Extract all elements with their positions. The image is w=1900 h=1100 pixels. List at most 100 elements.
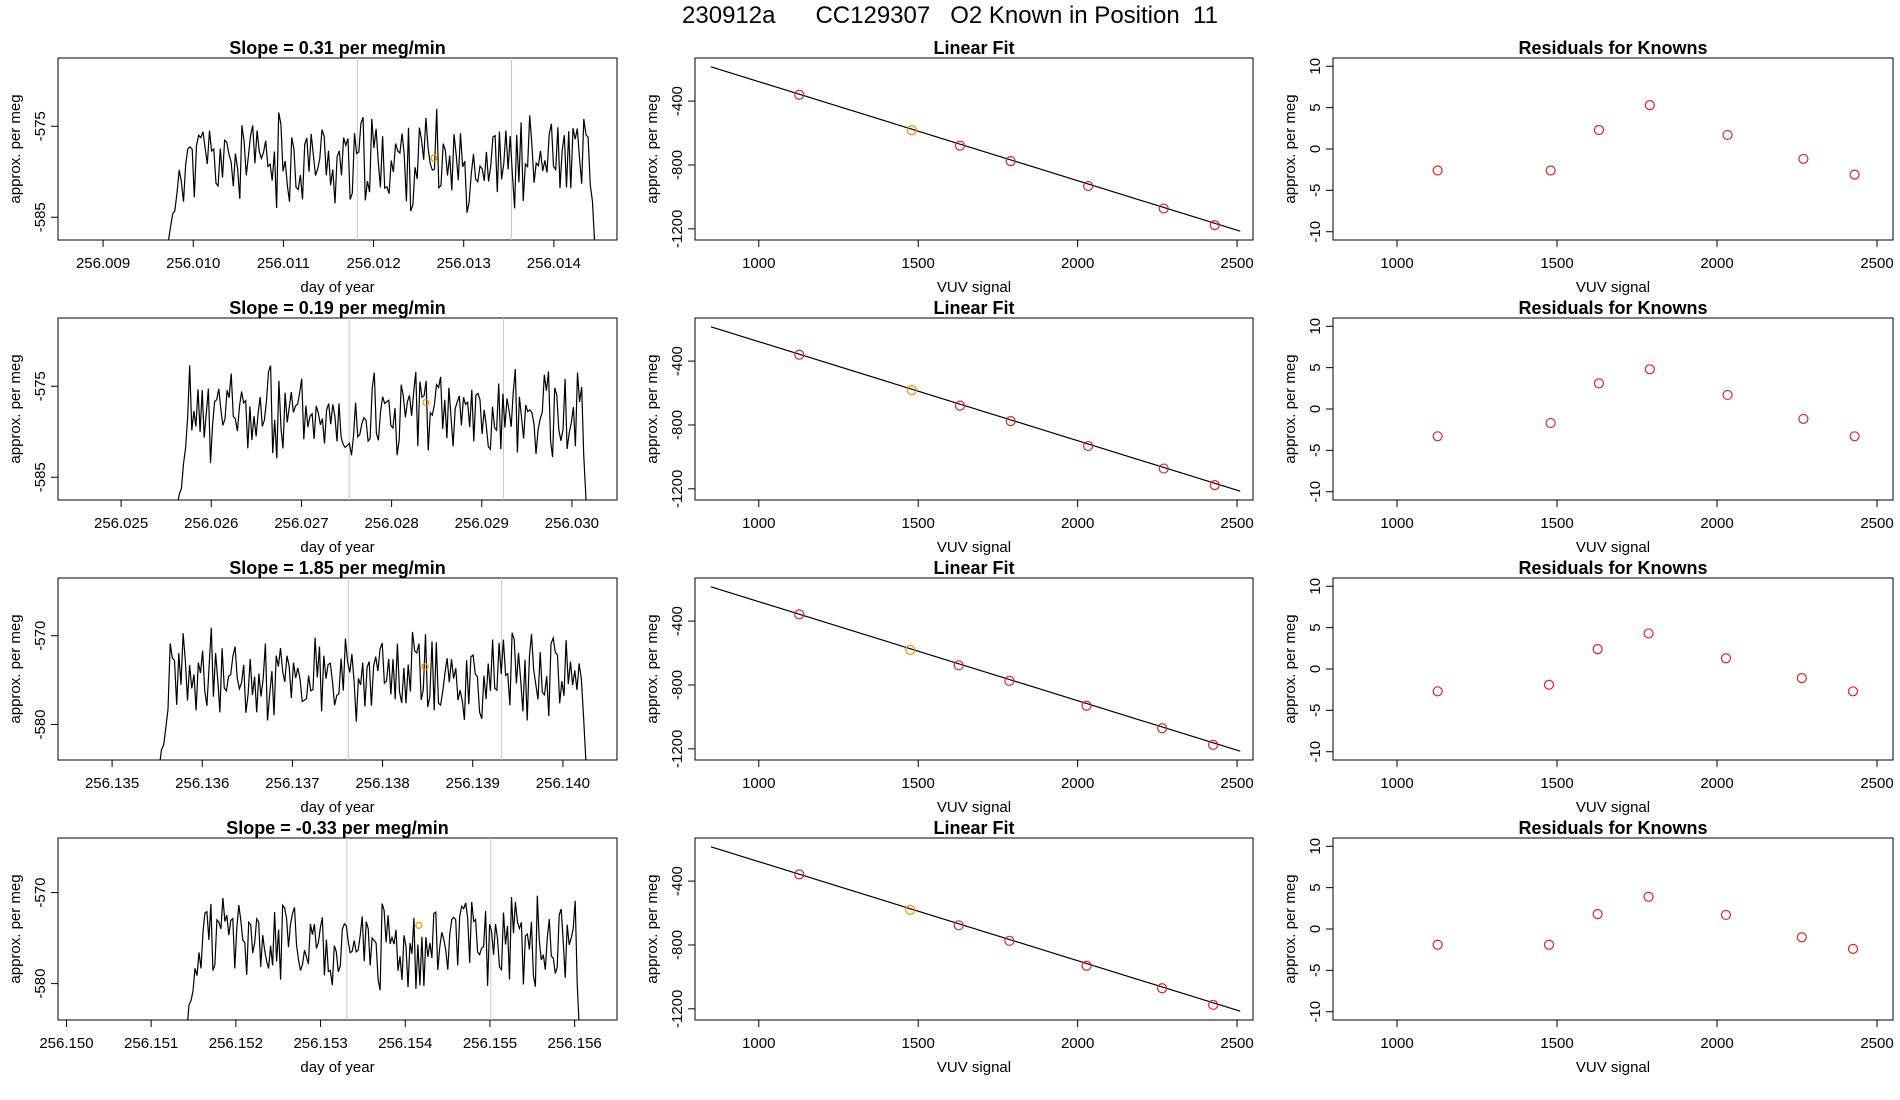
y-tick-label: -585	[32, 462, 49, 492]
data-point	[1592, 909, 1603, 920]
data-point	[1004, 935, 1015, 946]
data-point	[1158, 203, 1169, 214]
x-axis-label: day of year	[300, 539, 374, 556]
plot-frame	[1332, 837, 1894, 1021]
series-line	[177, 365, 587, 500]
panel-title: Linear Fit	[933, 298, 1014, 318]
y-axis-label: approx. per meg	[7, 354, 24, 463]
y-tick-label: -5	[1307, 964, 1324, 977]
data-point	[1592, 644, 1603, 655]
x-tick-label: 1000	[1380, 1035, 1413, 1052]
y-axis-label: approx. per meg	[7, 94, 24, 203]
plot-frame	[694, 837, 1254, 1021]
data-point	[1644, 364, 1655, 375]
plot-frame	[57, 577, 618, 761]
y-tick-label: -10	[1307, 1001, 1324, 1023]
plot-frame	[1332, 317, 1894, 501]
x-tick-label: 2500	[1220, 515, 1253, 532]
series-line	[187, 895, 580, 1020]
x-tick-label: 2500	[1860, 1035, 1893, 1052]
x-tick-label: 256.139	[446, 775, 500, 792]
y-tick-label: -1200	[669, 990, 686, 1028]
x-tick-label: 2500	[1220, 775, 1253, 792]
panel-title: Residuals for Knowns	[1518, 298, 1707, 318]
y-tick-label: -800	[669, 410, 686, 440]
x-tick-label: 256.010	[166, 255, 220, 272]
data-point	[422, 399, 430, 407]
x-tick-label: 2500	[1220, 1035, 1253, 1052]
x-tick-label: 256.155	[463, 1035, 517, 1052]
fit-line	[710, 846, 1241, 1012]
x-tick-label: 256.153	[293, 1035, 347, 1052]
data-point	[953, 660, 964, 671]
plot-frame	[57, 317, 618, 501]
data-point	[954, 140, 966, 151]
x-axis-label: VUV signal	[1576, 799, 1650, 816]
x-tick-label: 256.009	[76, 255, 130, 272]
y-tick-label: 10	[1307, 578, 1324, 595]
x-axis-label: VUV signal	[1576, 1059, 1650, 1076]
y-tick-label: -5	[1307, 184, 1324, 197]
x-axis-label: VUV signal	[937, 1059, 1011, 1076]
x-tick-label: 256.013	[437, 255, 491, 272]
y-tick-label: -10	[1307, 741, 1324, 763]
x-tick-label: 256.137	[265, 775, 319, 792]
x-tick-label: 256.150	[39, 1035, 93, 1052]
x-tick-label: 1000	[742, 1035, 775, 1052]
x-tick-label: 256.012	[346, 255, 400, 272]
y-tick-label: -575	[32, 371, 49, 401]
y-tick-label: -1200	[669, 470, 686, 508]
plot-frame	[694, 317, 1254, 501]
x-tick-label: 256.028	[364, 515, 418, 532]
panel-title: Linear Fit	[933, 38, 1014, 58]
panel-title: Slope = 0.31 per meg/min	[229, 38, 446, 58]
y-tick-label: -400	[669, 606, 686, 636]
y-tick-label: -580	[32, 969, 49, 999]
y-tick-label: -580	[32, 709, 49, 739]
plot-frame	[57, 837, 618, 1021]
x-tick-label: 256.156	[548, 1035, 602, 1052]
x-tick-label: 256.138	[355, 775, 409, 792]
y-tick-label: 5	[1307, 363, 1324, 371]
data-point	[1720, 653, 1732, 664]
x-tick-label: 2000	[1700, 1035, 1733, 1052]
x-tick-label: 1000	[1380, 255, 1413, 272]
data-point	[1796, 672, 1807, 684]
y-axis-label: approx. per meg	[1282, 874, 1299, 983]
data-point	[1432, 686, 1443, 697]
x-tick-label: 1500	[1540, 1035, 1573, 1052]
data-point	[1081, 700, 1092, 711]
data-point	[906, 385, 917, 396]
y-axis-label: approx. per meg	[7, 874, 24, 983]
x-tick-label: 2000	[1061, 1035, 1094, 1052]
data-point	[1432, 431, 1443, 442]
data-point	[905, 644, 916, 655]
y-tick-label: 5	[1307, 623, 1324, 631]
x-axis-label: day of year	[300, 799, 374, 816]
y-tick-label: -1200	[669, 210, 686, 248]
plot-frame	[694, 57, 1254, 241]
fit-line	[710, 586, 1241, 752]
panel-title: Residuals for Knowns	[1518, 38, 1707, 58]
x-tick-label: 1500	[902, 255, 935, 272]
data-point	[1209, 480, 1220, 491]
y-tick-label: 0	[1307, 405, 1324, 413]
x-tick-label: 2000	[1061, 515, 1094, 532]
x-tick-label: 2500	[1860, 775, 1893, 792]
data-point	[1796, 932, 1807, 943]
y-tick-label: -1200	[669, 730, 686, 768]
data-point	[1722, 389, 1733, 401]
data-point	[1083, 180, 1094, 192]
data-point	[1081, 960, 1092, 971]
plot-frame	[57, 57, 618, 241]
data-point	[794, 349, 805, 360]
data-point	[1208, 739, 1219, 750]
panel-title: Linear Fit	[933, 558, 1014, 578]
data-point	[794, 609, 805, 620]
data-point	[421, 663, 429, 671]
y-tick-label: -585	[32, 202, 49, 232]
data-point	[1157, 983, 1168, 994]
x-tick-label: 256.030	[545, 515, 599, 532]
data-point	[1004, 675, 1015, 686]
y-tick-label: 5	[1307, 103, 1324, 111]
